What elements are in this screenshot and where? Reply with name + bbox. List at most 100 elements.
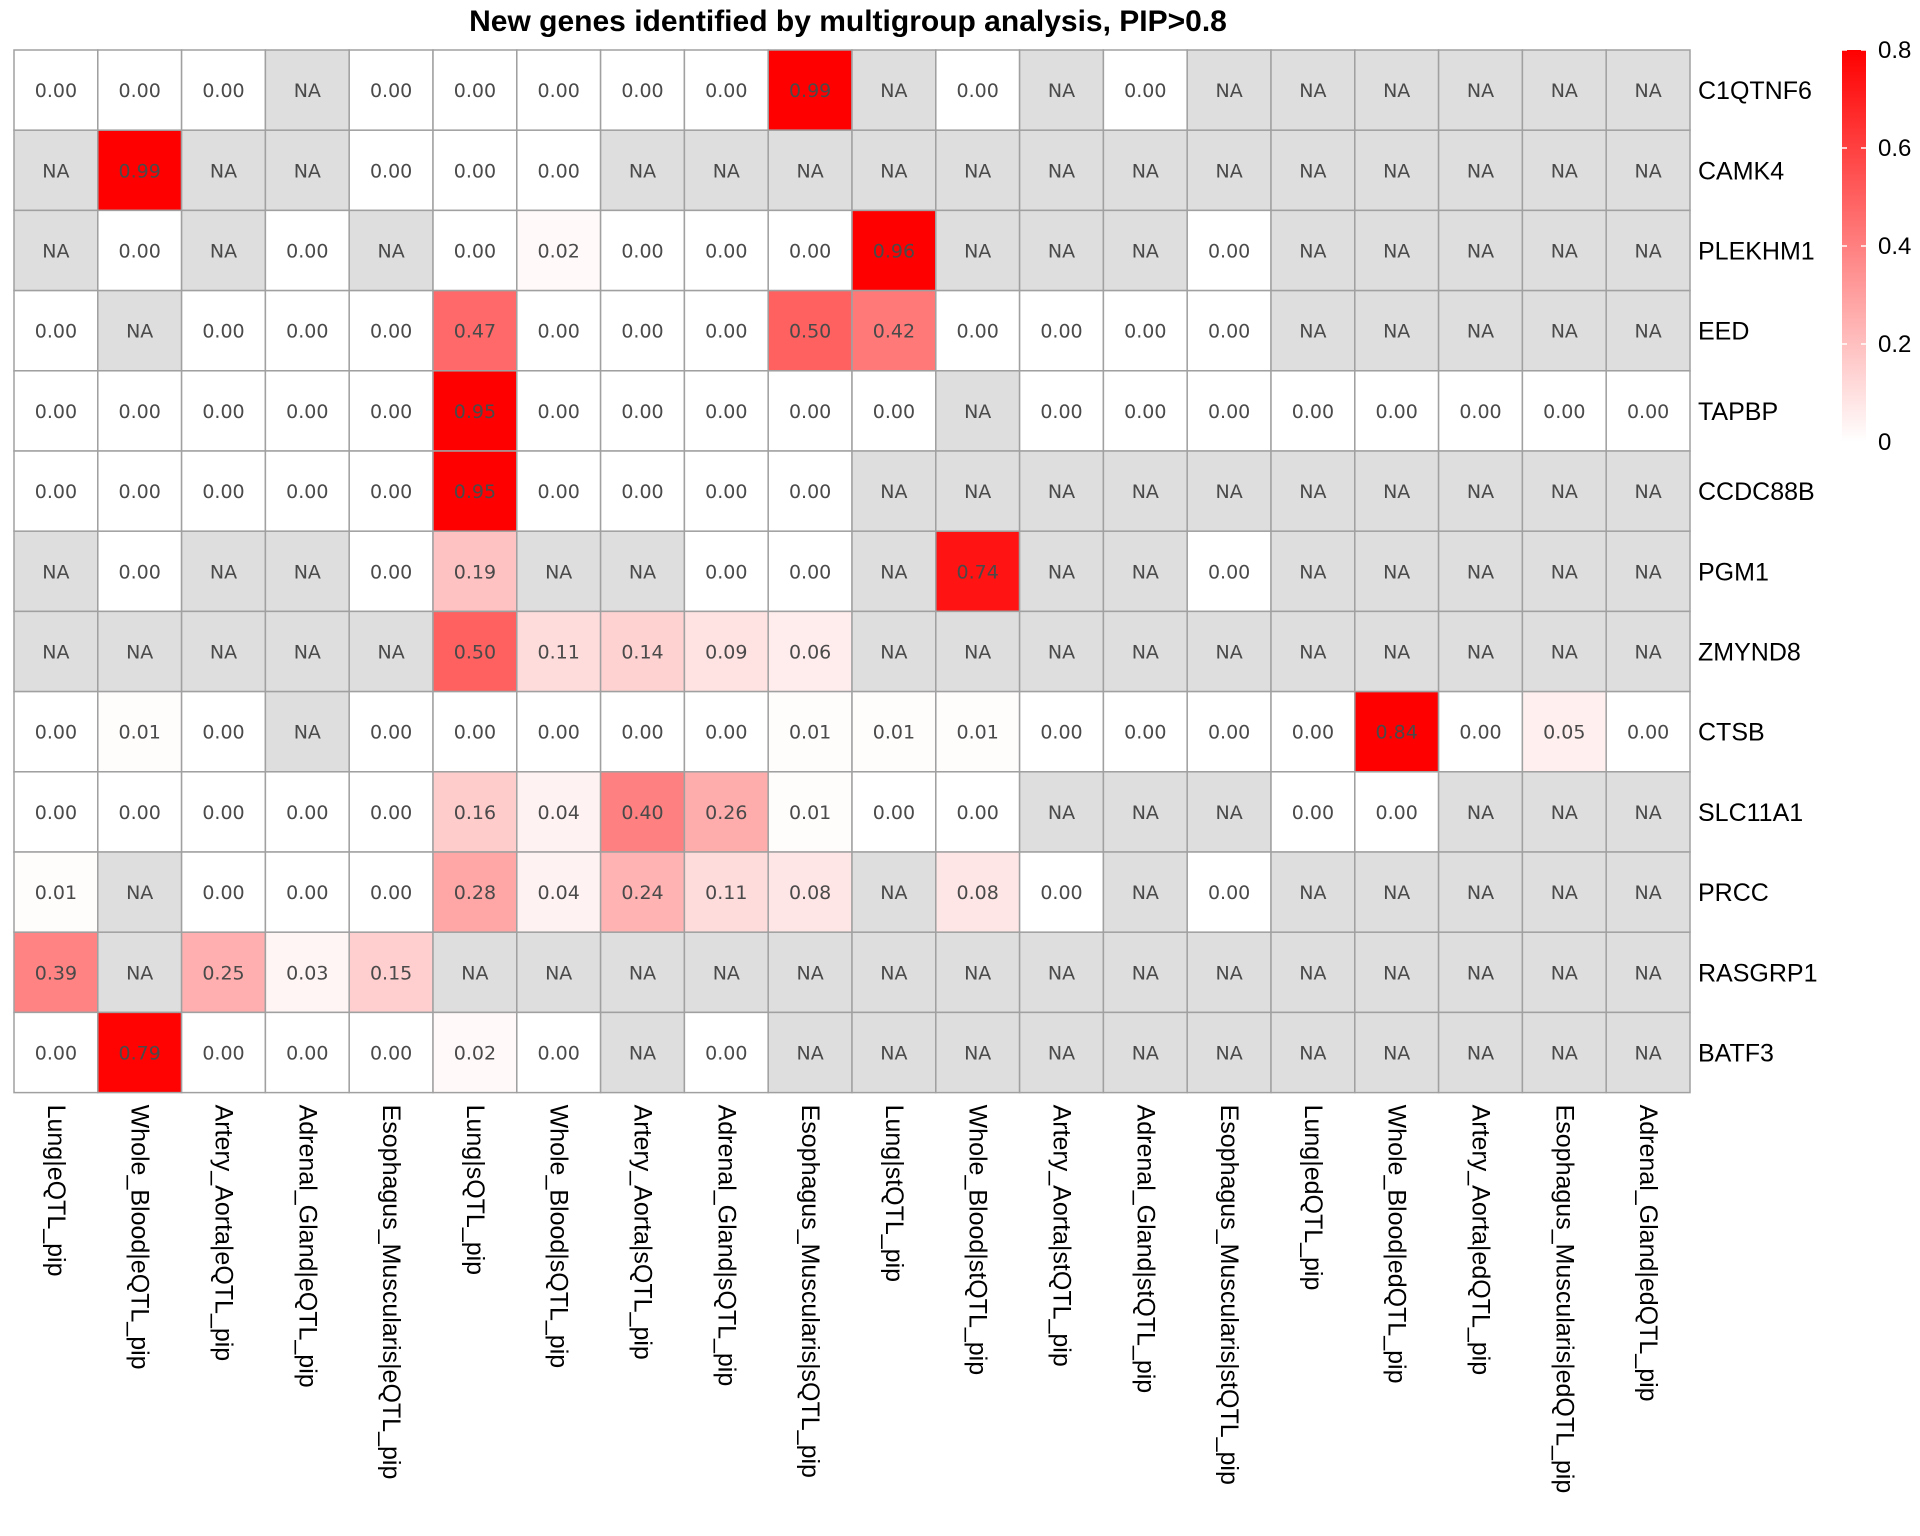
cell-value-label: NA: [880, 642, 907, 664]
column-label: Whole_Blood|eQTL_pip: [126, 1105, 154, 1370]
heatmap-cell: [599, 1011, 686, 1094]
cell-value-label: NA: [42, 241, 69, 263]
cell-value-label: 0.50: [789, 321, 831, 343]
cell-value-label: 0.00: [705, 561, 747, 583]
cell-value-label: NA: [1048, 962, 1075, 984]
heatmap-cell: [1437, 450, 1524, 532]
heatmap-cell: [683, 1011, 769, 1094]
legend-tick-label: 0: [1878, 429, 1891, 456]
cell-value-label: NA: [880, 481, 907, 503]
legend-tick-label: 0.8: [1878, 37, 1911, 64]
cell-value-label: 0.00: [202, 401, 244, 423]
heatmap-cell: [599, 370, 686, 452]
cell-value-label: NA: [294, 561, 321, 583]
cell-value-label: NA: [210, 561, 237, 583]
heatmap-cell: [348, 931, 434, 1014]
cell-value-label: 0.00: [538, 722, 580, 744]
heatmap-cell: [1354, 129, 1440, 212]
cell-value-label: 0.06: [789, 642, 831, 664]
row-label: TAPBP: [1698, 398, 1778, 426]
heatmap-cell: [13, 289, 99, 372]
cell-value-label: NA: [1048, 160, 1075, 182]
cell-value-label: NA: [880, 80, 907, 102]
cell-value-label: 0.00: [621, 241, 663, 263]
heatmap-cell: [851, 771, 937, 853]
cell-value-label: 0.00: [1543, 401, 1585, 423]
cell-value-label: 0.01: [789, 722, 831, 744]
cell-value-label: 0.00: [370, 401, 412, 423]
heatmap-cell: [767, 209, 853, 292]
heatmap-cell: [683, 370, 769, 452]
heatmap-cell: [599, 931, 686, 1014]
cell-value-label: 0.00: [1208, 401, 1250, 423]
heatmap-cell: [1605, 450, 1691, 532]
heatmap-cell: [767, 1011, 853, 1094]
cell-value-label: 0.19: [454, 561, 496, 583]
heatmap-cell: [516, 851, 602, 933]
cell-value-label: NA: [1299, 882, 1326, 904]
cell-value-label: NA: [1299, 321, 1326, 343]
cell-value-label: NA: [1467, 80, 1494, 102]
color-legend: 0 0.2 0.4 0.6 0.8: [1842, 37, 1911, 456]
heatmap-cell: [180, 690, 267, 773]
cell-value-label: NA: [1551, 321, 1578, 343]
heatmap-cell: [1270, 370, 1356, 452]
cell-value-label: NA: [1215, 642, 1242, 664]
heatmap-cell: [683, 931, 769, 1014]
heatmap-cell: [1605, 129, 1691, 212]
cell-value-label: NA: [1634, 561, 1661, 583]
heatmap-cell: [1605, 370, 1691, 452]
heatmap-cell: [264, 370, 350, 452]
cell-value-label: NA: [964, 160, 991, 182]
cell-value-label: NA: [1551, 160, 1578, 182]
heatmap-cell: [1186, 690, 1272, 773]
column-labels: Lung|eQTL_pip Whole_Blood|eQTL_pip Artery_…: [42, 1105, 1662, 1494]
cell-value-label: 0.00: [1208, 321, 1250, 343]
cell-value-label: 0.00: [35, 401, 77, 423]
cell-value-label: NA: [1551, 802, 1578, 824]
cell-value-label: 0.00: [202, 481, 244, 503]
cell-value-label: NA: [126, 962, 153, 984]
column-label: Lung|eQTL_pip: [42, 1105, 70, 1277]
row-label: BATF3: [1698, 1040, 1774, 1068]
cell-value-label: NA: [1467, 962, 1494, 984]
cell-value-label: 0.00: [35, 1043, 77, 1065]
cell-value-label: NA: [1132, 241, 1159, 263]
cell-value-label: 0.00: [873, 401, 915, 423]
cell-value-label: NA: [964, 241, 991, 263]
heatmap-cell: [1521, 129, 1607, 212]
cell-value-label: 0.00: [286, 241, 328, 263]
heatmap-cell: [97, 851, 183, 933]
cell-value-label: NA: [1467, 481, 1494, 503]
cell-value-label: NA: [1551, 1043, 1578, 1065]
heatmap-cell: [13, 370, 99, 452]
cell-value-label: NA: [545, 962, 572, 984]
heatmap-cell: [13, 129, 99, 212]
cell-value-label: 0.00: [705, 722, 747, 744]
cell-value-label: NA: [1132, 882, 1159, 904]
heatmap-cell: [1270, 690, 1356, 773]
heatmap-cell: [683, 610, 769, 693]
heatmap-cell: [1605, 1011, 1691, 1094]
cell-value-label: NA: [713, 962, 740, 984]
heatmap-cell: [180, 49, 267, 131]
cell-value-label: 0.00: [370, 802, 412, 824]
cell-value-label: 0.74: [957, 561, 999, 583]
heatmap-cell: [97, 931, 183, 1014]
heatmap-cell: [767, 851, 853, 933]
heatmap-cell: [599, 209, 686, 292]
cell-value-label: NA: [1299, 241, 1326, 263]
heatmap-cell: [1521, 370, 1607, 452]
cell-value-label: 0.00: [1376, 401, 1418, 423]
heatmap-cell: [432, 1011, 518, 1094]
column-label: Lung|edQTL_pip: [1299, 1105, 1327, 1291]
cell-value-label: 0.00: [286, 802, 328, 824]
cell-value-label: NA: [1634, 882, 1661, 904]
cell-value-label: NA: [1383, 561, 1410, 583]
cell-value-label: 0.00: [705, 321, 747, 343]
cell-value-label: 0.00: [286, 321, 328, 343]
cell-value-label: NA: [796, 1043, 823, 1065]
heatmap-cell: [1270, 129, 1356, 212]
cell-value-label: NA: [1048, 481, 1075, 503]
cell-value-label: 0.84: [1376, 722, 1418, 744]
